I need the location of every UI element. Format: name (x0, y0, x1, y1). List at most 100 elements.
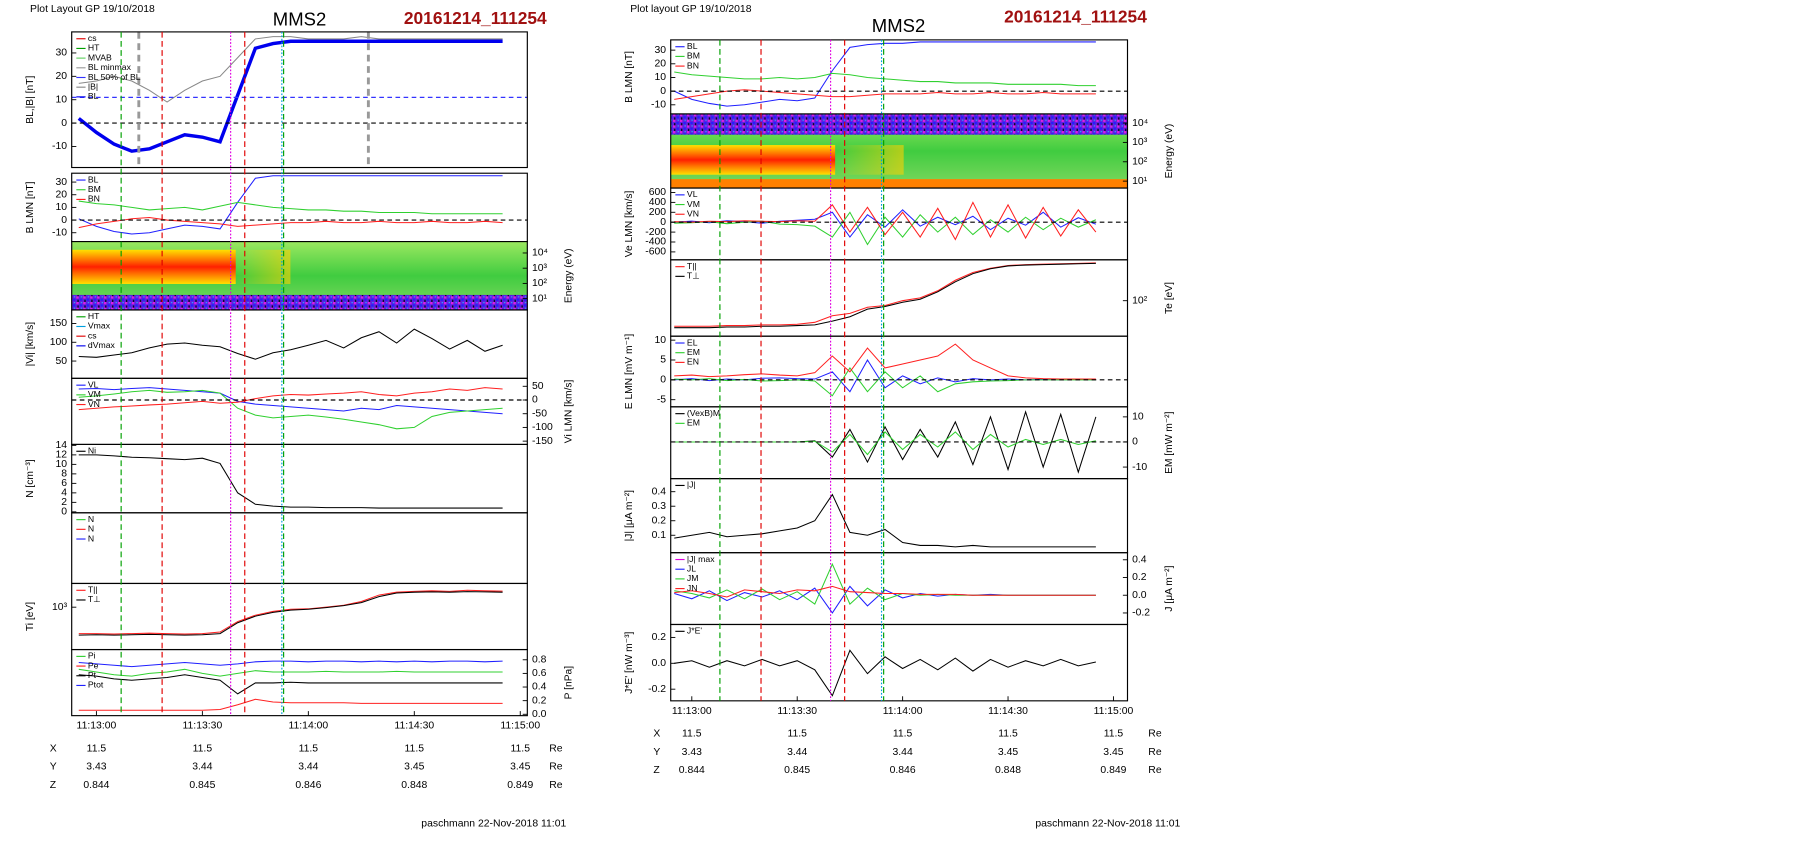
y-tick-label: 10 (55, 202, 67, 213)
legend-label: HT (88, 311, 100, 321)
y-axis-label: BL,|B| [nT] (25, 76, 36, 124)
y-tick-label: 20 (655, 59, 667, 70)
legend-label: T⊥ (687, 271, 700, 281)
y-axis-label: E LMN [mV m⁻¹] (624, 334, 635, 410)
y-axis-label: Te [eV] (1164, 282, 1175, 314)
legend-label: N (88, 533, 94, 543)
y-tick-label: -5 (657, 394, 667, 405)
x-tick-label: 11:13:00 (77, 721, 117, 732)
legend-label: |B| (88, 82, 98, 92)
panel-frame (71, 443, 528, 514)
panel-frame (670, 259, 1129, 337)
legend-label: EM (687, 347, 700, 357)
legend-label: cs (88, 330, 97, 340)
ephemeris-value: 11.5 (87, 743, 107, 754)
ephemeris-value: 0.848 (995, 765, 1021, 776)
legend-label: Pi (88, 651, 96, 661)
y-tick-label: -10 (1132, 462, 1147, 473)
y-tick-label: 0.0 (1132, 590, 1147, 601)
ephemeris-unit: Re (549, 743, 563, 754)
legend-label: VL (687, 189, 698, 199)
y-tick-label: 50 (55, 356, 67, 367)
plot-header: Plot Layout GP 19/10/2018 (30, 4, 155, 15)
y-tick-label: 10³ (532, 263, 548, 274)
ephemeris-value: 3.44 (787, 747, 808, 758)
spectrogram-noise (670, 113, 1128, 135)
spectrogram-fade (835, 145, 904, 175)
y-tick-label: -400 (645, 237, 666, 248)
ephemeris-value: 11.5 (405, 743, 425, 754)
y-tick-label: 10¹ (532, 293, 548, 304)
y-tick-label: -0.2 (1132, 608, 1150, 619)
ephemeris-value: 11.5 (893, 729, 913, 740)
y-axis-label: Ve LMN [km/s] (624, 190, 635, 257)
legend-label: Pt (88, 670, 97, 680)
y-axis-label: J*E' [nW m⁻³] (624, 632, 635, 694)
ephemeris-value: 0.845 (189, 780, 215, 791)
series-line (674, 649, 1096, 697)
ephemeris-value: 11.5 (511, 743, 531, 754)
y-tick-label: -100 (532, 422, 553, 433)
legend-label: JM (687, 573, 699, 583)
panel-frame (71, 512, 528, 585)
y-tick-label: -200 (645, 227, 666, 238)
y-tick-label: 10³ (1132, 137, 1148, 148)
y-tick-label: 0.1 (652, 530, 667, 541)
y-tick-label: -10 (52, 141, 67, 152)
legend-label: HT (88, 43, 100, 53)
series-line (674, 493, 1096, 548)
y-tick-label: 0.2 (1132, 572, 1147, 583)
y-tick-label: 10 (55, 94, 67, 105)
y-tick-label: -0.2 (648, 684, 666, 695)
legend-label: EM (687, 418, 700, 428)
series-line (674, 262, 1096, 329)
legend-label: EL (687, 337, 698, 347)
legend-label: cs (88, 33, 97, 43)
legend-label: JN (687, 583, 698, 593)
y-tick-label: 6 (61, 478, 67, 489)
y-tick-label: 10⁴ (1132, 118, 1148, 129)
panel-frame (670, 406, 1129, 480)
legend-label: BN (88, 194, 100, 204)
panel-frame (670, 187, 1129, 261)
y-tick-label: 0.6 (532, 668, 547, 679)
ephemeris-value: 11.5 (682, 729, 702, 740)
legend-label: Vmax (88, 321, 111, 331)
y-tick-label: 12 (55, 450, 67, 461)
panel-frame (670, 478, 1129, 554)
series-line (674, 71, 1096, 87)
legend-label: BL 50% of BL (88, 72, 141, 82)
legend-label: VN (88, 399, 100, 409)
y-tick-label: 150 (50, 318, 68, 329)
series-line (674, 343, 1096, 380)
ephemeris-value: 3.45 (510, 762, 531, 773)
series-line (78, 36, 503, 103)
series-line (78, 674, 503, 695)
y-axis-label: P [nPa] (564, 666, 575, 700)
y-tick-label: 30 (55, 48, 67, 59)
series-line (78, 668, 503, 677)
series-line (77, 39, 503, 153)
y-tick-label: 0.2 (652, 516, 667, 527)
footer: paschmann 22-Nov-2018 11:01 (1035, 819, 1180, 830)
y-tick-label: 0.8 (532, 655, 547, 666)
y-tick-label: 0 (532, 395, 538, 406)
y-tick-label: 100 (50, 337, 68, 348)
spacecraft-title: MMS2 (872, 15, 925, 36)
spacecraft-title: MMS2 (273, 8, 326, 29)
series-line (674, 585, 1096, 598)
y-tick-label: -150 (532, 436, 553, 447)
panel-frame (670, 335, 1129, 408)
y-tick-label: -10 (52, 227, 67, 238)
spectrogram-core (670, 145, 836, 175)
y-axis-label: B LMN [nT] (25, 181, 36, 233)
ephemeris-value: 11.5 (193, 743, 213, 754)
y-tick-label: 0.0 (652, 658, 667, 669)
legend-label: BL (88, 91, 99, 101)
y-tick-label: -10 (651, 100, 666, 111)
y-axis-label: Vi LMN [km/s] (564, 379, 575, 443)
plot-header: Plot layout GP 19/10/2018 (630, 4, 752, 15)
ephemeris-value: 3.44 (192, 762, 213, 773)
legend-label: Pe (88, 660, 99, 670)
